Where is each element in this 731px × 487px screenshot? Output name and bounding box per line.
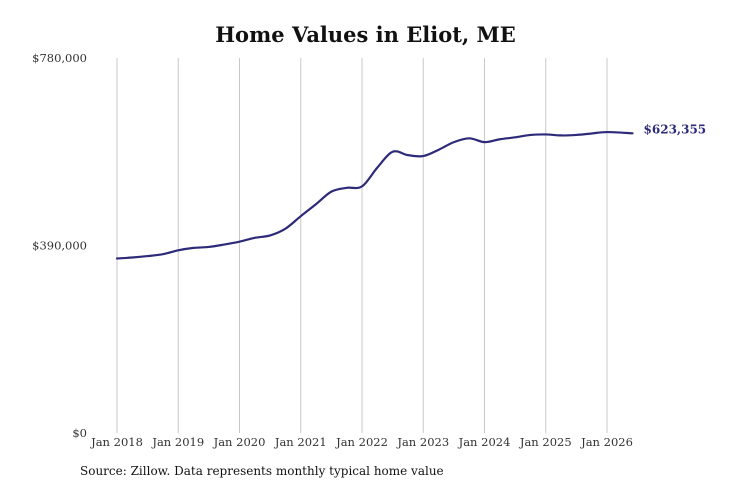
source-note: Source: Zillow. Data represents monthly … — [80, 464, 444, 478]
chart-title: Home Values in Eliot, ME — [215, 22, 516, 47]
end-value-label: $623,355 — [644, 122, 707, 136]
x-tick-label: Jan 2018 — [90, 435, 143, 449]
x-tick-label: Jan 2022 — [335, 435, 388, 449]
y-tick-label: $0 — [72, 426, 87, 440]
y-axis-tick-labels: $0 $390,000 $780,000 — [32, 51, 87, 440]
x-tick-label: Jan 2024 — [458, 435, 511, 449]
x-axis-tick-labels: Jan 2018 Jan 2019 Jan 2020 Jan 2021 Jan 2022… — [90, 435, 633, 449]
gridlines — [116, 58, 608, 433]
x-tick-label: Jan 2021 — [274, 435, 327, 449]
x-tick-label: Jan 2026 — [580, 435, 633, 449]
y-tick-label: $390,000 — [32, 239, 87, 253]
series-layer: $623,355 — [115, 122, 707, 260]
series-line — [115, 130, 634, 260]
x-tick-label: Jan 2023 — [396, 435, 449, 449]
x-tick-label: Jan 2025 — [519, 435, 572, 449]
y-tick-label: $780,000 — [32, 51, 87, 65]
x-tick-label: Jan 2019 — [151, 435, 204, 449]
x-tick-label: Jan 2020 — [213, 435, 266, 449]
